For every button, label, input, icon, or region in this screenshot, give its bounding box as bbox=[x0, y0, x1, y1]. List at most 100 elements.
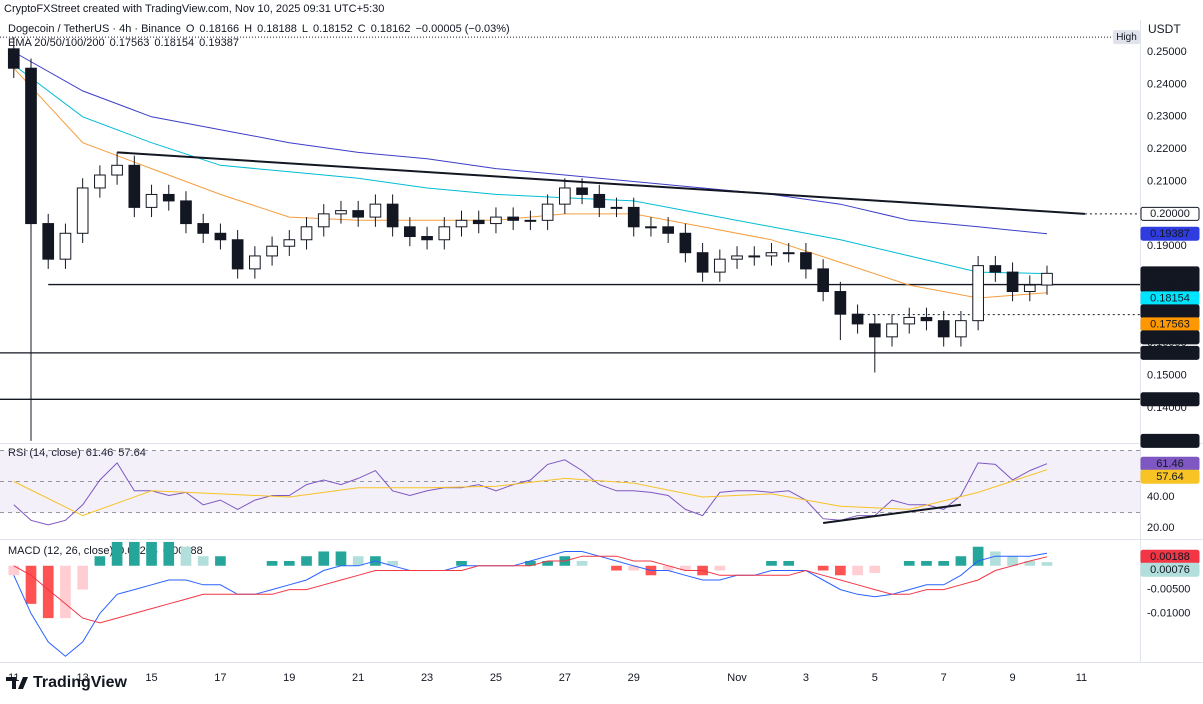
legend-text: 57.64 bbox=[118, 447, 146, 459]
candle-body bbox=[128, 164, 141, 208]
macd-histogram-bar bbox=[628, 565, 640, 571]
x-tick-label: 17 bbox=[214, 672, 226, 684]
macd-histogram-bar bbox=[301, 556, 312, 566]
credit: CryptoFXStreet created with TradingView.… bbox=[4, 3, 384, 15]
candle-body bbox=[7, 48, 20, 69]
price-tag-label: 0.19387 bbox=[1150, 228, 1190, 240]
candle-body bbox=[214, 232, 227, 241]
candle-body bbox=[352, 210, 365, 218]
macd-histogram-bar bbox=[352, 556, 364, 566]
legend-text: 0.18166 bbox=[199, 23, 239, 35]
macd-histogram-bar bbox=[766, 560, 777, 566]
level-label: High bbox=[1116, 32, 1137, 43]
candle-body bbox=[438, 226, 451, 241]
candle-body bbox=[197, 223, 210, 234]
macd-histogram-bar bbox=[77, 565, 88, 590]
y-tick-label: 0.21000 bbox=[1147, 175, 1187, 187]
candle-body bbox=[886, 323, 898, 338]
legend-text: L bbox=[302, 23, 308, 35]
legend-text: −0.00005 (−0.03%) bbox=[416, 23, 510, 35]
candle-body bbox=[576, 187, 588, 195]
candle-body bbox=[490, 216, 502, 225]
x-tick-label: 9 bbox=[1010, 672, 1016, 684]
brand-logo bbox=[6, 677, 28, 689]
macd-histogram-bar bbox=[938, 560, 950, 566]
legend-text: 0.18152 bbox=[313, 23, 353, 35]
legend-text: 61.46 bbox=[86, 447, 114, 459]
candle-body bbox=[593, 193, 606, 208]
price-tag bbox=[1140, 330, 1200, 345]
price-tag-label: 0.18154 bbox=[1150, 293, 1190, 305]
macd-histogram-bar bbox=[852, 565, 863, 576]
macd-signal-line bbox=[13, 555, 1048, 624]
macd-histogram-bar bbox=[456, 560, 467, 566]
ema-line bbox=[13, 64, 1048, 275]
macd-histogram-bar bbox=[163, 541, 175, 566]
price-tag bbox=[1140, 226, 1200, 241]
macd-histogram-bar bbox=[903, 560, 915, 566]
legend-text: C bbox=[358, 23, 366, 35]
macd-histogram-bar bbox=[611, 565, 622, 571]
price-tag bbox=[1140, 206, 1200, 221]
legend-text: O bbox=[186, 23, 195, 35]
brand-icon bbox=[6, 677, 28, 689]
legend-text: EMA 20/50/100/200 bbox=[8, 37, 105, 49]
legend-text: H bbox=[244, 23, 252, 35]
candle-body bbox=[455, 219, 468, 228]
price-tag-label: 61.46 bbox=[1156, 458, 1184, 470]
level-tag bbox=[1113, 30, 1140, 45]
macd-histogram-bar bbox=[1024, 560, 1036, 566]
candle-body bbox=[903, 316, 916, 325]
candle-body bbox=[800, 252, 812, 270]
candle-body bbox=[765, 252, 778, 257]
price-tag-label: 0.00076 bbox=[1150, 564, 1190, 576]
price-tag-label: 0.12986 bbox=[1150, 435, 1190, 447]
x-tick-label: 11 bbox=[1076, 672, 1087, 684]
price-tag bbox=[1140, 469, 1200, 484]
candle-body bbox=[76, 187, 89, 234]
macd-histogram-bar bbox=[25, 565, 37, 604]
macd-histogram-bar bbox=[94, 556, 106, 566]
candle-body bbox=[1006, 271, 1019, 293]
candle-body bbox=[817, 268, 829, 293]
y-tick-label: -0.00500 bbox=[1147, 583, 1190, 595]
candle-body bbox=[541, 203, 554, 221]
y-tick-label: 40.00 bbox=[1147, 491, 1175, 503]
rsi-trendline bbox=[823, 503, 962, 525]
x-tick-label: 5 bbox=[872, 672, 878, 684]
macd-histogram-bar bbox=[576, 560, 588, 566]
candle-body bbox=[662, 226, 674, 234]
price-tag-label: 0.20000 bbox=[1150, 208, 1190, 220]
macd-histogram-bar bbox=[8, 565, 20, 576]
candle-body bbox=[335, 210, 347, 215]
legend-text: 0.18188 bbox=[257, 23, 297, 35]
candle-body bbox=[300, 226, 313, 241]
price-tag bbox=[1140, 562, 1200, 577]
candle-body bbox=[111, 164, 123, 176]
x-tick-label: 13 bbox=[77, 672, 89, 684]
macd-histogram-bar bbox=[714, 565, 726, 571]
candle-body bbox=[731, 255, 743, 260]
macd-histogram-bar bbox=[1041, 562, 1053, 566]
x-tick-label: Nov bbox=[727, 672, 747, 684]
macd-histogram-bar bbox=[835, 565, 846, 576]
x-tick-label: 19 bbox=[283, 672, 295, 684]
price-tag-label: 0.00188 bbox=[1150, 551, 1190, 563]
macd-histogram-bar bbox=[955, 556, 967, 566]
candle-body bbox=[317, 213, 330, 228]
macd-histogram-bar bbox=[335, 551, 347, 566]
x-tick-label: 23 bbox=[421, 672, 433, 684]
price-tag bbox=[1140, 345, 1200, 360]
macd-histogram-bar bbox=[921, 560, 932, 566]
price-tag-label: 0.17563 bbox=[1150, 319, 1190, 331]
x-tick-label: 29 bbox=[628, 672, 640, 684]
price-tag-label: 0.18162 bbox=[1150, 268, 1190, 280]
price-tag-label: 57.64 bbox=[1156, 471, 1184, 483]
candle-body bbox=[1041, 272, 1053, 286]
price-tag-label: 0.15704 bbox=[1150, 347, 1190, 359]
price-tag bbox=[1140, 392, 1200, 407]
candle-body bbox=[645, 226, 657, 229]
macd-histogram-bar bbox=[318, 551, 330, 566]
candle-body bbox=[1023, 284, 1036, 293]
macd-histogram-bar bbox=[542, 560, 553, 566]
